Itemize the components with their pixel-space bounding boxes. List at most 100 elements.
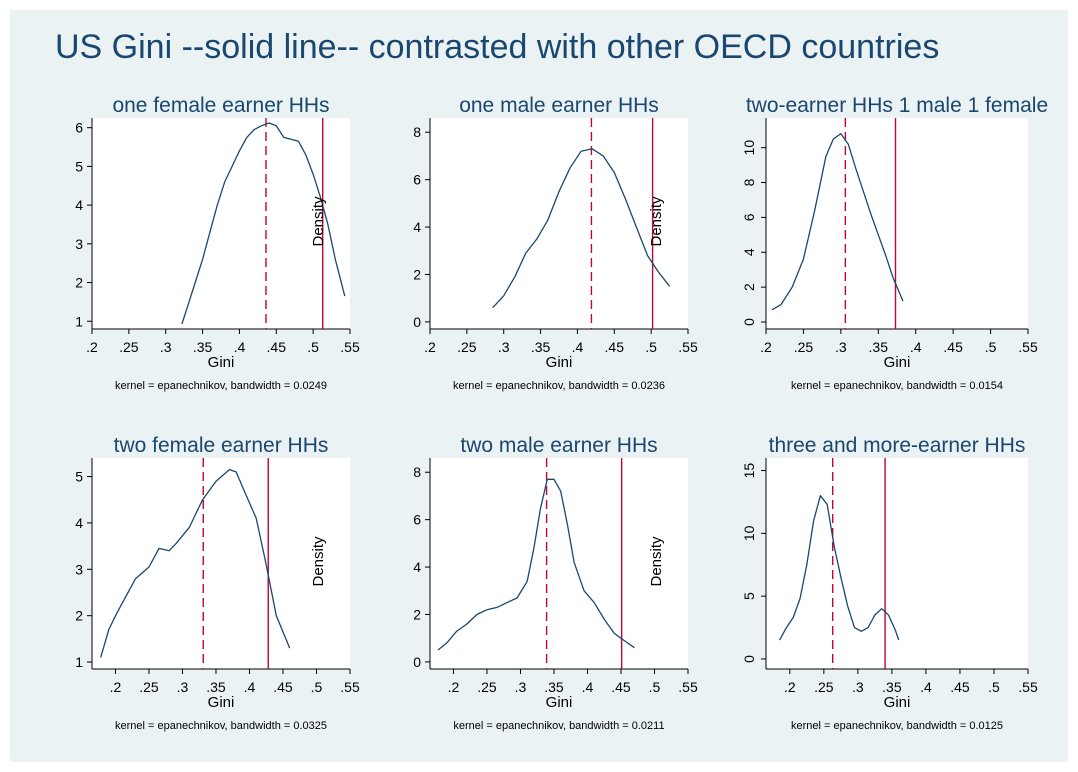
x-tick-label: .4 [910,339,922,355]
x-tick-label: .45 [605,339,625,355]
x-tick-label: .3 [498,339,510,355]
panel-1: one female earner HHs 1 2 3 4 5 6 .2 .25 .3 .35 .4.… [75,94,360,392]
y-tick-label: 5 [75,469,83,485]
x-tick-label: .5 [307,339,319,355]
x-tick-label: .55 [340,679,360,695]
y-tick-label: 3 [75,236,83,252]
x-tick-label: .35 [544,679,564,695]
x-tick-label: .25 [119,339,139,355]
x-tick-label: .45 [943,339,963,355]
x-tick-label: .45 [273,679,293,695]
y-tick-label: 10 [741,525,757,541]
y-tick-label: 6 [741,213,757,221]
panel-6: three and more-earner HHs 0 5 10 15 .2 .25 .3 .3… [741,434,1038,732]
x-tick-label: .4 [582,679,594,695]
panel-title: two male earner HHs [460,434,657,457]
plot-region [430,118,688,329]
y-tick-label: 0 [413,654,421,670]
x-tick-label: .25 [139,679,159,695]
x-tick-label: .2 [424,339,436,355]
panel-title: two-earner HHs 1 male 1 female [746,94,1048,117]
x-tick-label: .55 [678,339,698,355]
x-tick-label: .55 [678,679,698,695]
panel-title: one male earner HHs [459,94,659,117]
y-axis-label: Density [310,196,327,247]
x-tick-label: .5 [311,679,323,695]
figure-title: US Gini --solid line-- contrasted with o… [55,28,940,66]
y-tick-label: 2 [413,606,421,622]
x-tick-label: .25 [794,339,814,355]
x-tick-label: .35 [882,679,902,695]
x-tick-label: .35 [531,339,551,355]
x-tick-label: .45 [611,679,631,695]
panel-5: two male earner HHs 0 2 4 6 8 .2 .25 .3 .35 .4 .45.… [413,434,698,732]
x-axis-label: Gini [546,694,573,711]
panel-4: two female earner HHs 1 2 3 4 5 .2 .25 .3 .35 .4 .4… [75,434,360,732]
x-tick-label: .3 [515,679,527,695]
panel-title: three and more-earner HHs [769,434,1026,457]
y-tick-label: 6 [413,172,421,188]
kernel-note: kernel = epanechnikov, bandwidth = 0.023… [453,380,665,392]
plot-region [92,118,350,329]
y-tick-label: 2 [75,608,83,624]
density-curve [492,148,671,309]
x-tick-label: .4 [572,339,584,355]
x-tick-label: .25 [457,339,477,355]
y-tick-label: 3 [75,561,83,577]
y-tick-label: 10 [741,140,757,156]
density-curve [437,478,635,651]
plot-region [766,118,1028,329]
y-tick-label: 8 [741,178,757,186]
kernel-note: kernel = epanechnikov, bandwidth = 0.032… [115,720,327,732]
x-tick-label: .45 [267,339,287,355]
plot-region [766,458,1028,669]
x-tick-label: .2 [784,679,796,695]
density-curve [100,468,291,658]
y-tick-label: 5 [741,592,757,600]
y-axis-label: Density [648,536,665,587]
y-tick-label: 4 [75,515,83,531]
y-axis-label: Density [648,196,665,247]
x-tick-label: .4 [244,679,256,695]
y-tick-label: 1 [75,654,83,670]
x-tick-label: .3 [852,679,864,695]
y-axis-label: Density [310,536,327,587]
density-curve [779,495,900,641]
kernel-note: kernel = epanechnikov, bandwidth = 0.015… [791,380,1003,392]
y-tick-label: 4 [741,248,757,256]
x-tick-label: .2 [448,679,460,695]
y-tick-label: 6 [75,120,83,136]
x-tick-label: .45 [950,679,970,695]
x-tick-label: .55 [1018,679,1038,695]
panel-title: one female earner HHs [112,94,329,117]
x-tick-label: .55 [340,339,360,355]
x-tick-label: .3 [160,339,172,355]
y-tick-label: 6 [413,512,421,528]
density-curve [181,122,346,325]
x-tick-label: .55 [1018,339,1038,355]
panel-2: one male earner HHs 0 2 4 6 8 .2 .25 .3 .35 .4 .45.… [413,94,698,392]
kernel-note: kernel = epanechnikov, bandwidth = 0.012… [791,720,1003,732]
y-tick-label: 5 [75,158,83,174]
x-tick-label: .35 [869,339,889,355]
x-axis-label: Gini [208,354,235,371]
y-tick-label: 0 [741,655,757,663]
x-tick-label: .5 [645,339,657,355]
x-tick-label: .4 [920,679,932,695]
x-tick-label: .3 [177,679,189,695]
x-tick-label: .2 [760,339,772,355]
plot-region [92,458,350,669]
y-tick-label: 8 [413,124,421,140]
kernel-note: kernel = epanechnikov, bandwidth = 0.024… [115,380,327,392]
x-tick-label: .4 [234,339,246,355]
y-tick-label: 0 [741,318,757,326]
x-tick-label: .35 [193,339,213,355]
y-tick-label: 2 [75,275,83,291]
y-tick-label: 4 [413,219,421,235]
x-tick-label: .5 [988,679,1000,695]
x-tick-label: .5 [985,339,997,355]
y-tick-label: 4 [75,197,83,213]
y-tick-label: 8 [413,464,421,480]
x-tick-label: .35 [206,679,226,695]
